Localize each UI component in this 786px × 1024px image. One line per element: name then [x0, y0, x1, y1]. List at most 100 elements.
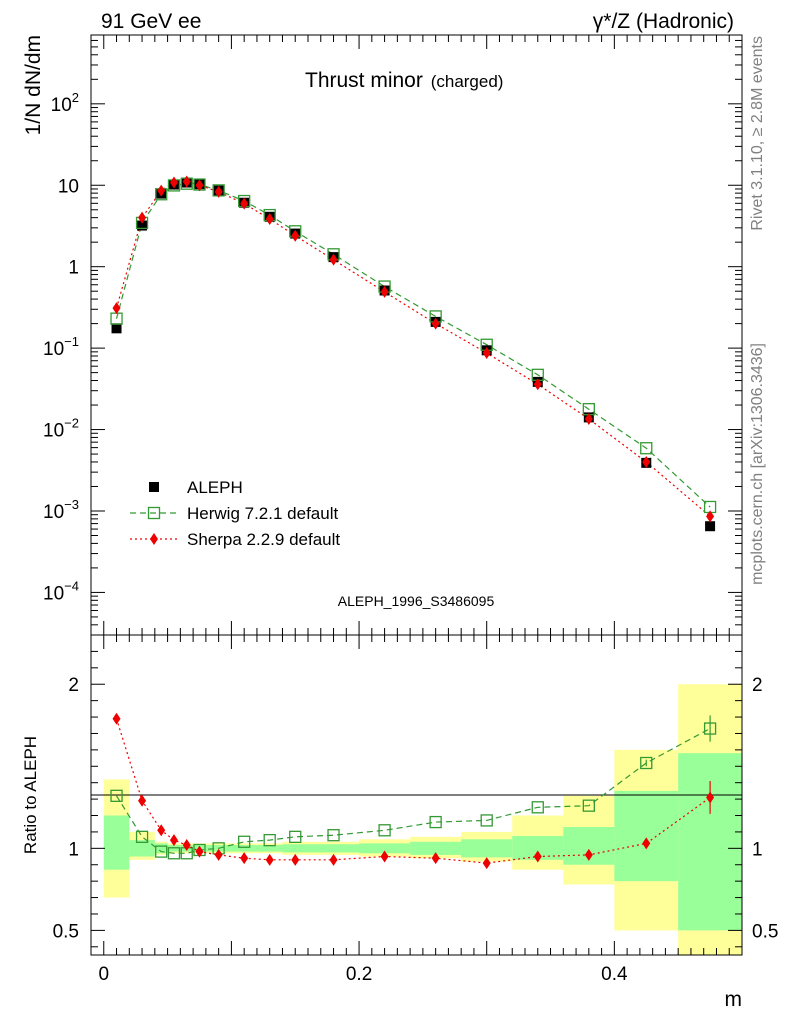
- chart-title: Thrust minor (charged): [305, 69, 503, 92]
- legend-label: Herwig 7.2.1 default: [187, 504, 338, 523]
- herwig-7-2-1-default-ratio-line: [115, 727, 711, 854]
- ratio-band-inner: [103, 815, 130, 870]
- y-tick-label: 10−4: [43, 578, 79, 604]
- aleph-point: [111, 323, 122, 334]
- sherpa-2-2-9-default-point: [380, 285, 389, 298]
- ratio-band-inner: [678, 753, 742, 931]
- title-main: Thrust minor: [305, 69, 423, 92]
- herwig-7-2-1-default-ratio-point: [238, 835, 251, 848]
- sherpa-2-2-9-default-point: [169, 176, 178, 189]
- herwig-7-2-1-default-ratio-point: [289, 830, 302, 843]
- sherpa-2-2-9-default-ratio-point: [642, 837, 651, 850]
- sherpa-2-2-9-default-point: [157, 184, 166, 197]
- legend-label: ALEPH: [187, 478, 243, 497]
- herwig-7-2-1-default-ratio-point: [327, 829, 340, 842]
- sherpa-2-2-9-default-ratio-point: [482, 857, 491, 870]
- ratio-band-inner: [614, 790, 679, 882]
- herwig-7-2-1-default-ratio-point: [640, 756, 653, 770]
- ratio-band-inner: [154, 843, 168, 854]
- ratio-y-tick-label: 1: [68, 839, 79, 860]
- herwig-7-2-1-default-ratio-point: [135, 830, 149, 843]
- sherpa-2-2-9-default-ratio-point: [533, 850, 542, 863]
- sherpa-2-2-9-default-point: [431, 317, 440, 330]
- ratio-band-inner: [308, 844, 360, 853]
- sherpa-2-2-9-default-ratio-point: [138, 794, 147, 807]
- legend-marker: [149, 482, 159, 492]
- main-panel: 10−4 10−3 10−2 10−1 1 10 102 Thrust minor (cha…: [22, 34, 743, 636]
- ratio-band-inner: [129, 840, 155, 857]
- ratio-band-inner: [256, 845, 283, 852]
- legend-marker: [150, 533, 158, 545]
- sherpa-2-2-9-default-point: [291, 229, 300, 242]
- sherpa-2-2-9-default-ratio-point: [214, 848, 223, 861]
- ratio-y-tick-label: 0.5: [53, 921, 79, 942]
- side-text-rivet: Rivet 3.1.10, ≥ 2.8M events: [749, 36, 766, 231]
- herwig-7-2-1-default-ratio-point: [480, 814, 493, 827]
- ratio-band-inner: [231, 845, 257, 852]
- sherpa-2-2-9-default-line: [115, 180, 711, 517]
- sherpa-2-2-9-default-point: [112, 302, 121, 315]
- sherpa-2-2-9-default-point: [584, 412, 593, 425]
- header-right: γ*/Z (Hadronic): [593, 10, 734, 33]
- legend-label: Sherpa 2.2.9 default: [187, 530, 340, 549]
- sherpa-2-2-9-default-point: [182, 175, 191, 188]
- y-tick-label: 10: [58, 176, 79, 197]
- sherpa-2-2-9-default-point: [214, 185, 223, 198]
- sherpa-2-2-9-default-point: [706, 510, 715, 523]
- ratio-band-inner: [282, 844, 308, 853]
- y-tick-label: 102: [51, 90, 79, 116]
- legend: ALEPH Herwig 7.2.1 default Sherpa 2.2.9 de…: [130, 478, 340, 549]
- sherpa-2-2-9-default-point: [642, 455, 651, 468]
- ratio-y-tick-label-right: 0.5: [752, 921, 778, 942]
- main-ticks: 10−4 10−3 10−2 10−1 1 10 102: [43, 34, 743, 636]
- analysis-label: ALEPH_1996_S3486095: [338, 593, 495, 609]
- sherpa-2-2-9-default-point: [240, 197, 249, 210]
- sherpa-2-2-9-default-point: [533, 378, 542, 391]
- ratio-y-tick-label: 2: [68, 675, 79, 696]
- title-suffix: (charged): [431, 72, 504, 91]
- herwig-7-2-1-default-ratio-point: [531, 801, 544, 814]
- x-tick-label: 0.2: [346, 964, 372, 985]
- ratio-ticks: 0 0.2 0.4 0.5 0.5 1 1 2 2: [53, 635, 778, 985]
- sherpa-2-2-9-default-point: [482, 347, 491, 360]
- main-series-layer: [110, 175, 717, 532]
- sherpa-2-2-9-default-ratio-point: [112, 712, 121, 725]
- side-text-mcplots: mcplots.cern.ch [arXiv:1306.3436]: [749, 343, 766, 585]
- herwig-7-2-1-default-point: [640, 442, 653, 455]
- y-axis-label: 1/N dN/dm: [22, 35, 45, 135]
- y-tick-label: 10−2: [43, 416, 79, 442]
- sherpa-2-2-9-default-ratio-point: [329, 853, 338, 866]
- ratio-band-inner: [461, 839, 513, 858]
- ratio-y-tick-label-right: 2: [752, 675, 763, 696]
- sherpa-2-2-9-default-ratio-point: [584, 848, 593, 861]
- herwig-7-2-1-default-ratio-point: [378, 824, 391, 837]
- y-tick-label: 1: [68, 258, 79, 279]
- ratio-band-inner: [359, 843, 411, 854]
- x-tick-label: 0.4: [601, 964, 628, 985]
- ratio-y-axis-label: Ratio to ALEPH: [21, 736, 40, 854]
- herwig-7-2-1-default-ratio-point: [155, 845, 168, 858]
- sherpa-2-2-9-default-ratio-point: [157, 824, 166, 837]
- sherpa-2-2-9-default-point: [265, 213, 274, 226]
- y-tick-label: 10−1: [43, 334, 79, 360]
- ratio-panel: 0 0.2 0.4 0.5 0.5 1 1 2 2 Ratio to ALEPH m: [21, 634, 778, 1011]
- herwig-7-2-1-default-line: [115, 183, 711, 508]
- sherpa-2-2-9-default-ratio-point: [240, 852, 249, 865]
- herwig-7-2-1-default-ratio-point: [167, 847, 181, 860]
- ratio-frame: [90, 634, 743, 956]
- herwig-7-2-1-default-ratio-point: [582, 799, 595, 812]
- sherpa-2-2-9-default-point: [329, 253, 338, 266]
- sherpa-2-2-9-default-ratio-point: [380, 850, 389, 863]
- legend-marker: [147, 506, 161, 520]
- aleph-point: [705, 521, 716, 532]
- sherpa-2-2-9-default-ratio-point: [169, 834, 178, 847]
- sherpa-2-2-9-default-point: [195, 179, 204, 192]
- sherpa-2-2-9-default-point: [138, 211, 147, 224]
- herwig-7-2-1-default-ratio-point: [263, 833, 276, 847]
- sherpa-2-2-9-default-ratio-point: [195, 845, 204, 858]
- herwig-7-2-1-default-ratio-point: [110, 789, 123, 802]
- sherpa-2-2-9-default-ratio-point: [265, 853, 274, 866]
- sherpa-2-2-9-default-ratio-point: [182, 839, 191, 852]
- x-axis-label: m: [725, 988, 743, 1011]
